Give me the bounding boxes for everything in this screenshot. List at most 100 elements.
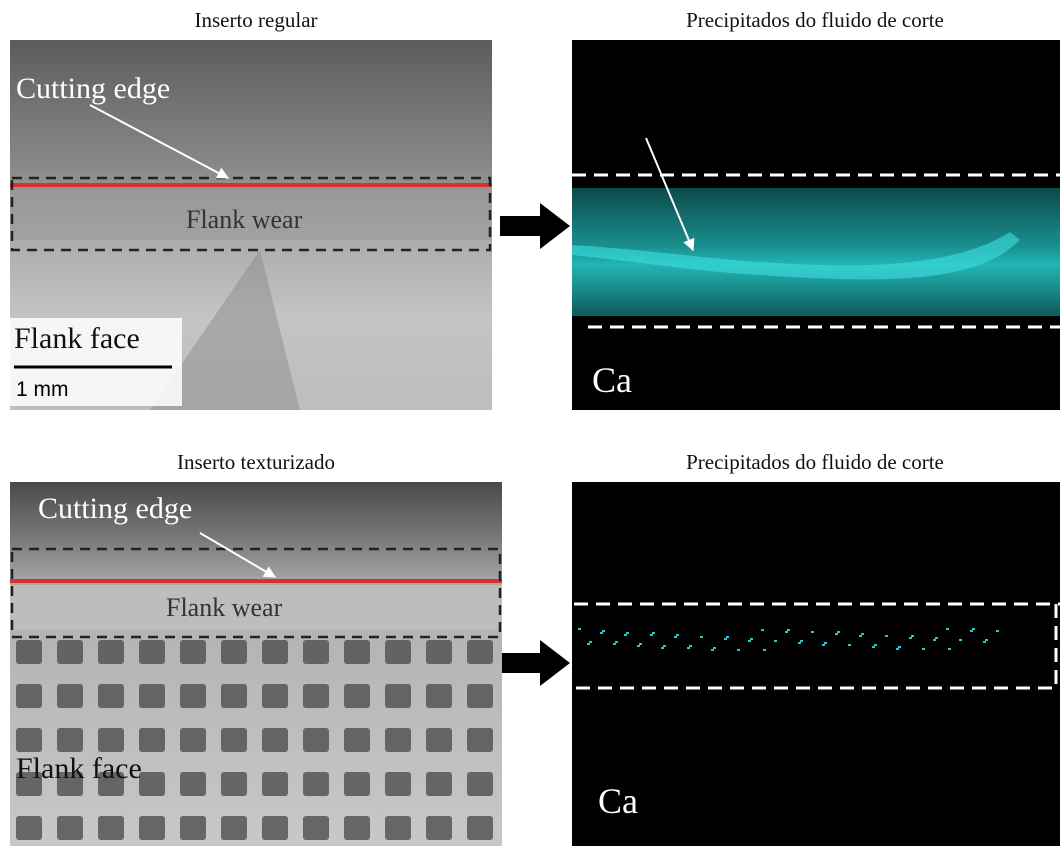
texture xyxy=(613,643,616,645)
eds-map-textured: Ca xyxy=(572,482,1060,846)
texture xyxy=(922,648,925,650)
texture xyxy=(139,816,165,840)
texture xyxy=(898,646,901,648)
label: Flank wear xyxy=(166,593,283,622)
texture xyxy=(589,641,592,643)
texture xyxy=(385,684,411,708)
texture xyxy=(983,641,986,643)
texture xyxy=(750,638,753,640)
texture xyxy=(57,816,83,840)
texture xyxy=(385,772,411,796)
texture xyxy=(711,649,714,651)
texture xyxy=(837,631,840,633)
texture xyxy=(139,684,165,708)
texture xyxy=(98,728,124,752)
texture xyxy=(911,635,914,637)
texture xyxy=(615,641,618,643)
texture xyxy=(344,772,370,796)
texture xyxy=(935,637,938,639)
label: Flank wear xyxy=(186,205,303,234)
texture xyxy=(785,631,788,633)
texture xyxy=(650,634,653,636)
texture xyxy=(262,640,288,664)
texture xyxy=(467,684,493,708)
texture xyxy=(676,634,679,636)
texture xyxy=(652,632,655,634)
texture xyxy=(385,728,411,752)
panel-title: Inserto texturizado xyxy=(177,450,335,474)
texture xyxy=(909,637,912,639)
texture xyxy=(737,649,740,651)
texture xyxy=(637,645,640,647)
texture xyxy=(180,772,206,796)
texture xyxy=(262,728,288,752)
label: Cutting edge xyxy=(38,492,192,525)
texture xyxy=(344,684,370,708)
texture xyxy=(426,640,452,664)
texture xyxy=(774,640,777,642)
texture xyxy=(874,644,877,646)
texture xyxy=(221,728,247,752)
label: Flank face xyxy=(14,322,140,355)
texture xyxy=(262,816,288,840)
texture xyxy=(139,772,165,796)
texture xyxy=(639,643,642,645)
texture xyxy=(835,633,838,635)
texture xyxy=(996,630,999,632)
texture xyxy=(726,636,729,638)
texture xyxy=(787,629,790,631)
texture xyxy=(985,639,988,641)
texture xyxy=(57,640,83,664)
texture xyxy=(885,635,888,637)
label: Flank face xyxy=(16,752,142,785)
texture xyxy=(303,640,329,664)
texture xyxy=(713,647,716,649)
texture xyxy=(661,647,664,649)
texture xyxy=(221,684,247,708)
texture xyxy=(896,648,899,650)
texture xyxy=(602,630,605,632)
texture xyxy=(763,649,766,651)
arrow xyxy=(502,640,570,686)
texture xyxy=(689,645,692,647)
label: Cutting edge xyxy=(16,72,170,105)
texture xyxy=(824,642,827,644)
texture xyxy=(180,640,206,664)
texture xyxy=(344,816,370,840)
texture xyxy=(948,648,951,650)
texture xyxy=(761,629,764,631)
texture xyxy=(221,816,247,840)
texture xyxy=(16,816,42,840)
texture xyxy=(98,640,124,664)
texture xyxy=(139,728,165,752)
element-label: Ca xyxy=(592,360,632,400)
texture xyxy=(303,728,329,752)
scale-bar-label: 1 mm xyxy=(16,378,69,401)
texture xyxy=(426,684,452,708)
texture xyxy=(262,772,288,796)
texture xyxy=(663,645,666,647)
texture xyxy=(467,728,493,752)
texture xyxy=(221,772,247,796)
texture xyxy=(798,642,801,644)
texture xyxy=(98,684,124,708)
texture xyxy=(800,640,803,642)
panel-title: Precipitados do fluido de corte xyxy=(686,8,944,32)
texture xyxy=(970,630,973,632)
texture xyxy=(959,639,962,641)
texture xyxy=(16,684,42,708)
element-label: Ca xyxy=(598,781,638,821)
texture xyxy=(180,816,206,840)
texture xyxy=(426,728,452,752)
texture xyxy=(385,640,411,664)
texture xyxy=(57,684,83,708)
texture xyxy=(426,816,452,840)
texture xyxy=(972,628,975,630)
texture xyxy=(16,640,42,664)
texture xyxy=(180,684,206,708)
texture xyxy=(426,772,452,796)
texture xyxy=(626,632,629,634)
panel-title: Precipitados do fluido de corte xyxy=(686,450,944,474)
texture xyxy=(822,644,825,646)
texture xyxy=(344,640,370,664)
